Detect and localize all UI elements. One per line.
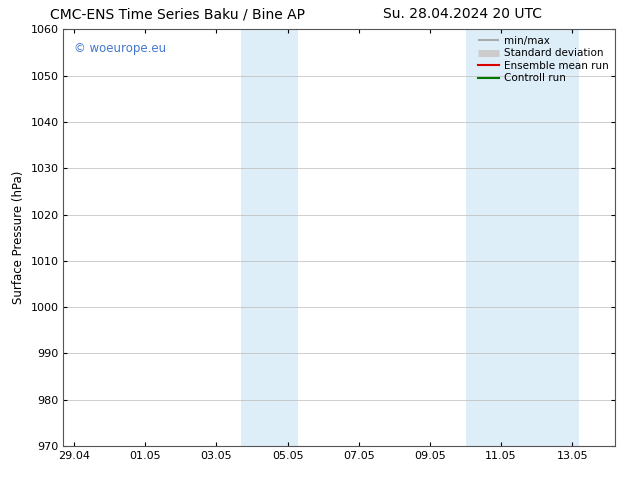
Text: Su. 28.04.2024 20 UTC: Su. 28.04.2024 20 UTC [384,7,542,22]
Legend: min/max, Standard deviation, Ensemble mean run, Controll run: min/max, Standard deviation, Ensemble me… [475,32,612,87]
Text: CMC-ENS Time Series Baku / Bine AP: CMC-ENS Time Series Baku / Bine AP [50,7,305,22]
Bar [465,29,579,446]
Bar [242,29,298,446]
Y-axis label: Surface Pressure (hPa): Surface Pressure (hPa) [12,171,25,304]
Text: © woeurope.eu: © woeurope.eu [74,42,167,55]
